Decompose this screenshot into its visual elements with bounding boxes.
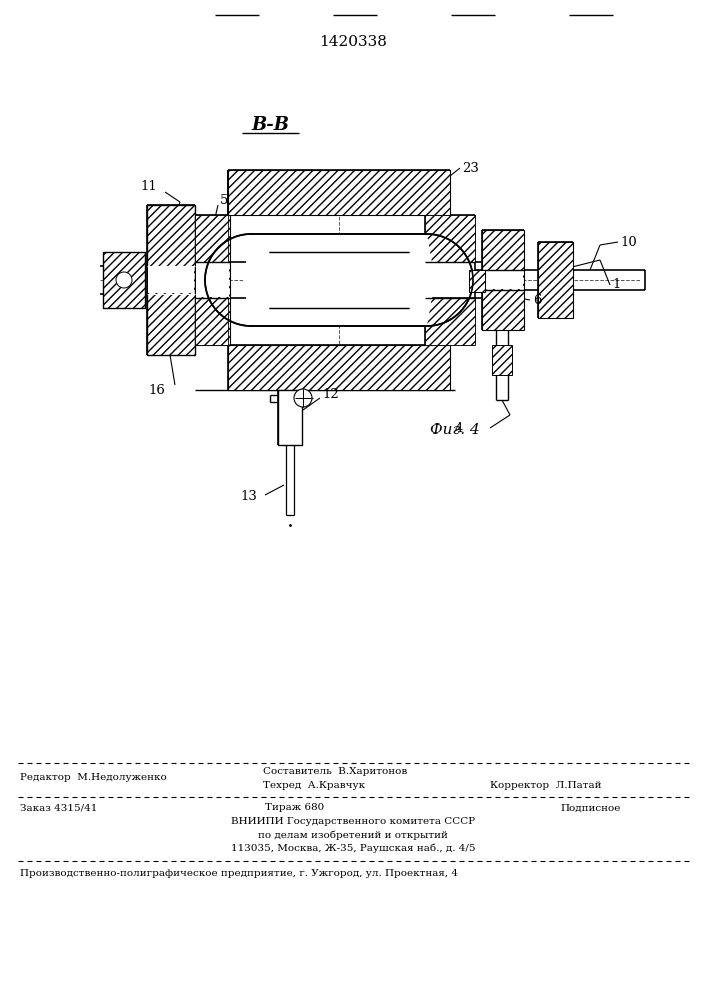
Bar: [147, 205, 195, 355]
Text: 4: 4: [455, 422, 463, 434]
Text: 113035, Москва, Ж-35, Раушская наб., д. 4/5: 113035, Москва, Ж-35, Раушская наб., д. …: [230, 843, 475, 853]
Bar: [103, 252, 145, 308]
Circle shape: [116, 272, 132, 288]
Text: ВНИИПИ Государственного комитета СССР: ВНИИПИ Государственного комитета СССР: [231, 818, 475, 826]
Bar: [492, 345, 512, 375]
Text: 6: 6: [533, 294, 542, 306]
Bar: [196, 263, 229, 297]
Text: Тираж 680: Тираж 680: [265, 804, 325, 812]
Bar: [195, 298, 228, 345]
Circle shape: [294, 389, 312, 407]
Text: Редактор  М.Недолуженко: Редактор М.Недолуженко: [20, 772, 167, 782]
Text: Составитель  В.Харитонов: Составитель В.Харитонов: [263, 766, 407, 776]
Bar: [278, 390, 302, 445]
Text: Заказ 4315/41: Заказ 4315/41: [20, 804, 98, 812]
Text: 5: 5: [220, 194, 228, 207]
Bar: [195, 215, 230, 345]
Bar: [148, 267, 194, 293]
Text: Производственно-полиграфическое предприятие, г. Ужгород, ул. Проектная, 4: Производственно-полиграфическое предприя…: [20, 868, 458, 878]
Text: Подписное: Подписное: [560, 804, 620, 812]
Bar: [426, 263, 474, 297]
Text: 10: 10: [620, 235, 637, 248]
Bar: [228, 170, 450, 215]
Text: 23: 23: [462, 161, 479, 174]
Text: Техред  А.Кравчук: Техред А.Кравчук: [263, 780, 365, 790]
Text: 13: 13: [240, 489, 257, 502]
Text: В-В: В-В: [251, 116, 289, 134]
Bar: [483, 271, 523, 289]
Text: 1: 1: [612, 278, 620, 292]
Text: Фиг. 4: Фиг. 4: [430, 423, 480, 437]
Text: 11: 11: [140, 180, 157, 194]
Bar: [482, 230, 524, 330]
Text: 16: 16: [148, 383, 165, 396]
Polygon shape: [243, 234, 435, 326]
Text: по делам изобретений и открытий: по делам изобретений и открытий: [258, 830, 448, 840]
Text: Корректор  Л.Патай: Корректор Л.Патай: [490, 780, 602, 790]
Bar: [469, 270, 485, 292]
Bar: [425, 215, 475, 262]
Bar: [425, 298, 475, 345]
Text: 12: 12: [322, 387, 339, 400]
Bar: [195, 215, 228, 262]
Bar: [228, 345, 450, 390]
Bar: [538, 242, 573, 318]
Text: 1420338: 1420338: [319, 35, 387, 49]
